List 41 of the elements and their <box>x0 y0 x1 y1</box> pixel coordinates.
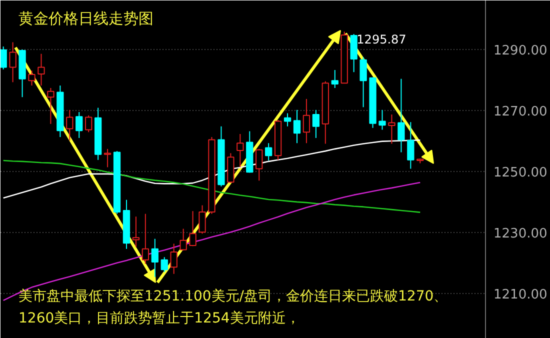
annotation: 1260美口，目前跌势暂止于1254美元附近， <box>18 310 300 326</box>
candlestick <box>76 112 83 138</box>
candlestick <box>180 228 187 251</box>
candlestick <box>151 238 158 278</box>
candlestick <box>350 34 358 73</box>
candlestick <box>378 109 386 130</box>
annotation: 美市盘中最低下探至1251.100美元/盘司，金价连日来已跌破1270、 <box>18 288 448 304</box>
candlestick <box>104 148 112 168</box>
candlestick <box>47 87 54 124</box>
candlestick <box>132 216 140 248</box>
candlestick <box>398 78 405 153</box>
candlestick <box>38 53 45 86</box>
candlestick <box>284 112 292 127</box>
text: 黄金价格日线走势图 <box>18 10 154 28</box>
candlestick <box>189 210 196 247</box>
y-tick-label: 1250.00 <box>494 165 548 180</box>
line-series <box>2 160 421 213</box>
candlestick <box>28 70 36 86</box>
candlestick <box>407 122 414 170</box>
candlestick <box>9 42 16 83</box>
candlestick <box>142 213 150 264</box>
y-tick-label: 1230.00 <box>494 226 548 242</box>
candlestick <box>388 114 396 144</box>
candlestick <box>160 256 168 273</box>
y-tick-label: 1290.00 <box>494 44 548 59</box>
candlestick <box>236 133 244 168</box>
candlestick <box>331 69 338 88</box>
candlestick <box>265 142 272 162</box>
candlestick <box>256 148 263 182</box>
candlestick <box>66 109 74 141</box>
candlestick <box>85 114 92 133</box>
candlestick <box>293 109 301 144</box>
candlestick <box>0 46 7 70</box>
annotation: 1295.87 <box>356 32 406 47</box>
candlestick <box>198 204 206 234</box>
candlestick <box>302 98 310 144</box>
candlestick <box>312 109 320 138</box>
y-tick-label: 1210.00 <box>494 287 548 302</box>
candlestick <box>170 243 178 274</box>
candlestick <box>360 56 367 108</box>
y-tick-label: 1270.00 <box>494 104 548 120</box>
